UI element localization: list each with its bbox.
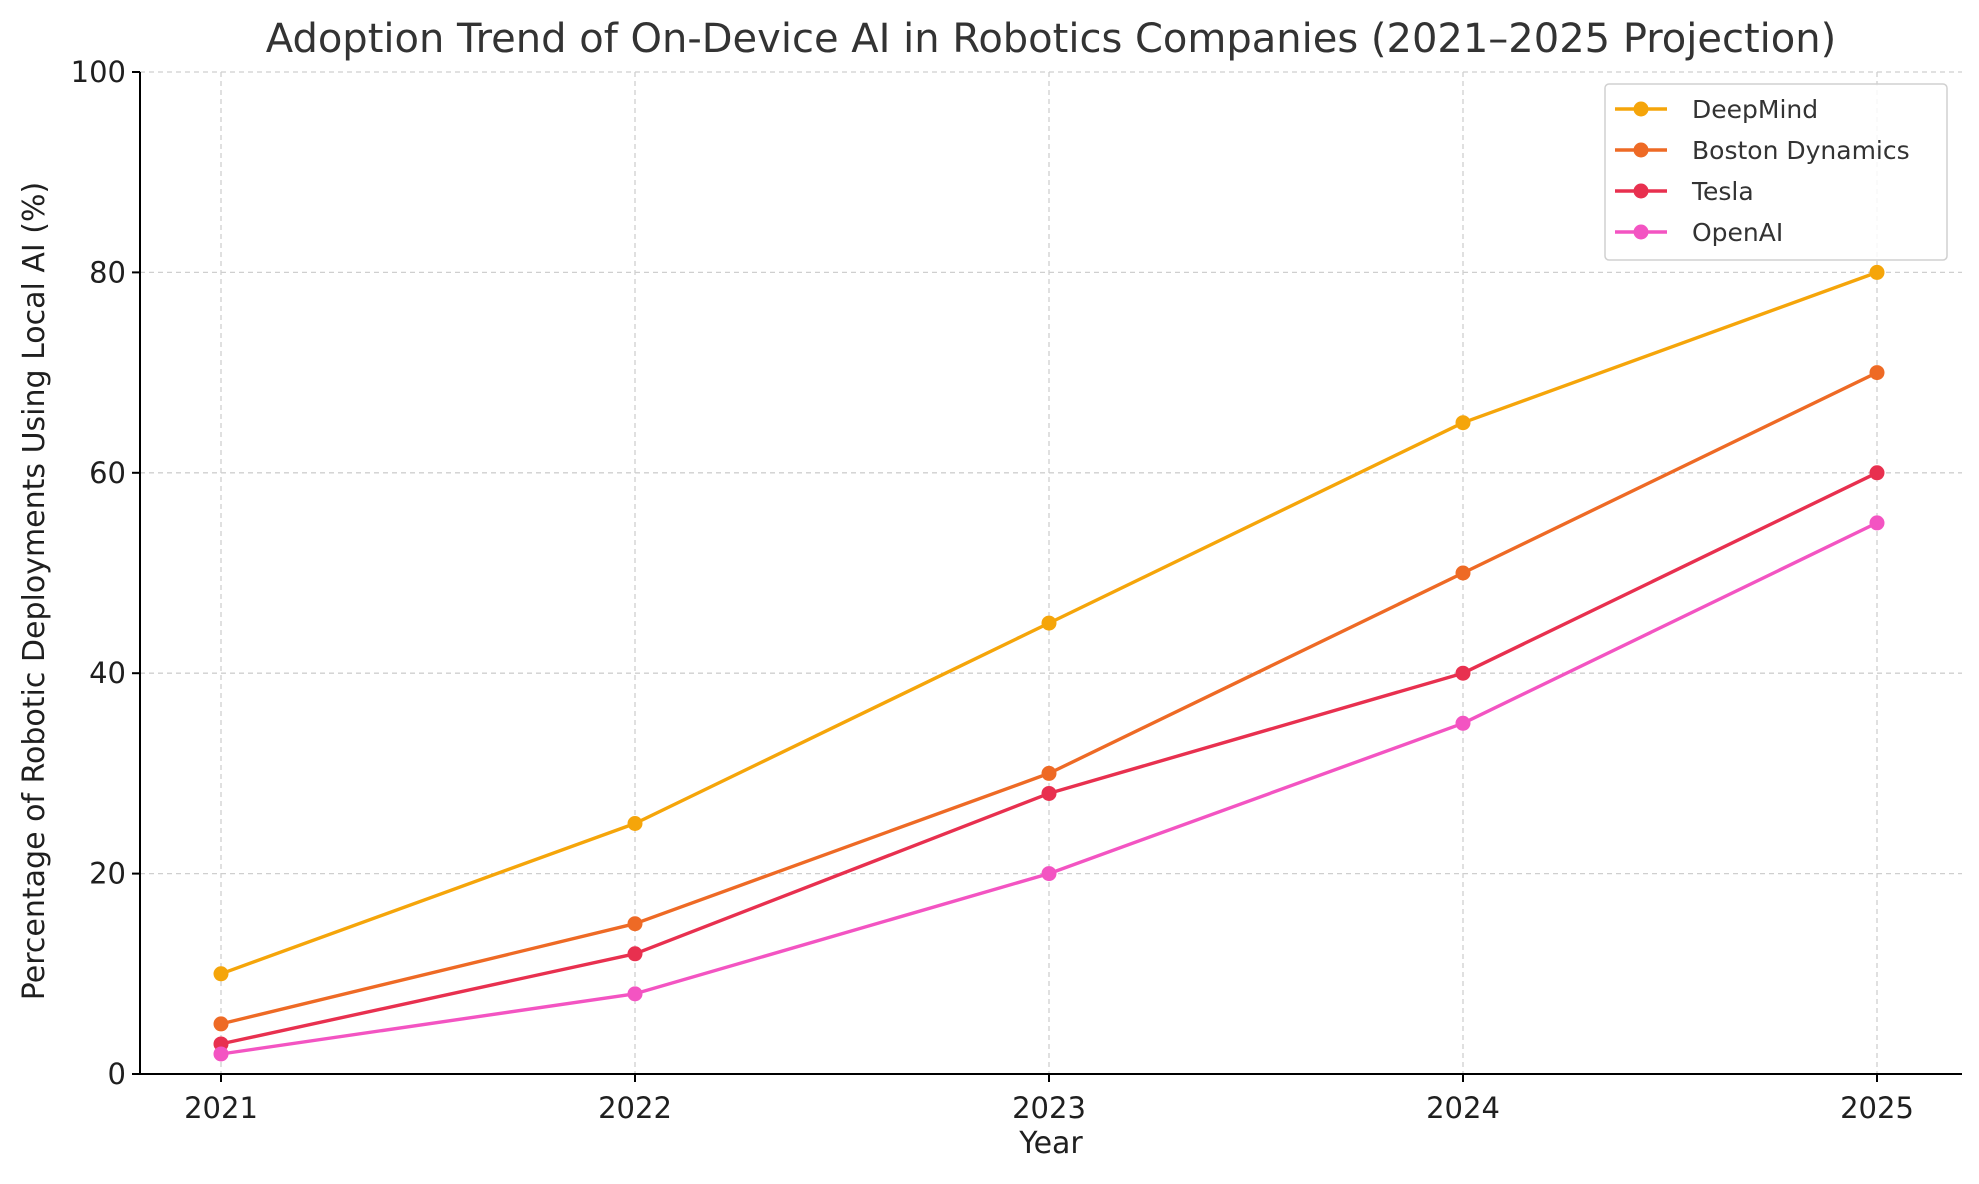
legend-label: DeepMind bbox=[1692, 95, 1818, 124]
legend-item-deepmind: DeepMind bbox=[1615, 95, 1818, 124]
series-group bbox=[213, 264, 1885, 1062]
legend-swatch-marker bbox=[1633, 142, 1649, 158]
y-tick-label: 40 bbox=[89, 656, 126, 690]
legend-label: Boston Dynamics bbox=[1692, 136, 1910, 165]
series-openai bbox=[213, 515, 1885, 1062]
x-tick-label: 2021 bbox=[184, 1091, 258, 1125]
x-tick-label: 2024 bbox=[1426, 1091, 1500, 1125]
series-deepmind bbox=[213, 264, 1885, 982]
legend-item-boston-dynamics: Boston Dynamics bbox=[1615, 136, 1910, 165]
y-tick-label: 80 bbox=[89, 255, 126, 289]
data-point-tesla bbox=[627, 946, 643, 962]
data-point-tesla bbox=[1455, 665, 1471, 681]
data-point-deepmind bbox=[213, 966, 229, 982]
y-tick-label: 0 bbox=[108, 1057, 126, 1091]
data-point-openai bbox=[627, 986, 643, 1002]
data-point-openai bbox=[1041, 866, 1057, 882]
axes: 2021 2022 2023 2024 2025 0 20 40 60 80 100 bbox=[71, 55, 1962, 1125]
legend-swatch-marker bbox=[1633, 183, 1649, 199]
legend-swatch-marker bbox=[1633, 224, 1649, 240]
y-axis-label: Percentage of Robotic Deployments Using … bbox=[17, 182, 52, 1000]
y-tick-label: 60 bbox=[89, 456, 126, 490]
data-point-openai bbox=[1869, 515, 1885, 531]
x-axis-label: Year bbox=[1018, 1126, 1083, 1161]
series-boston-dynamics bbox=[213, 365, 1885, 1032]
y-tick-label: 20 bbox=[89, 857, 126, 891]
legend-item-openai: OpenAI bbox=[1615, 218, 1783, 247]
series-tesla bbox=[213, 465, 1885, 1052]
data-point-deepmind bbox=[627, 816, 643, 831]
data-point-tesla bbox=[1041, 785, 1057, 801]
data-point-boston-dynamics bbox=[213, 1016, 229, 1032]
data-point-openai bbox=[1455, 715, 1471, 731]
data-point-openai bbox=[213, 1046, 229, 1062]
legend-label: OpenAI bbox=[1692, 218, 1783, 247]
data-point-boston-dynamics bbox=[1455, 565, 1471, 581]
legend-swatch-marker bbox=[1633, 101, 1649, 117]
data-point-deepmind bbox=[1041, 615, 1057, 631]
data-point-tesla bbox=[1869, 465, 1885, 481]
data-point-deepmind bbox=[1869, 264, 1885, 280]
legend-box bbox=[1604, 83, 1948, 261]
x-tick-label: 2022 bbox=[598, 1091, 672, 1125]
data-point-deepmind bbox=[1455, 415, 1471, 431]
data-point-boston-dynamics bbox=[1869, 365, 1885, 381]
x-tick-label: 2025 bbox=[1840, 1091, 1914, 1125]
data-point-boston-dynamics bbox=[1041, 765, 1057, 781]
y-tick-label: 100 bbox=[71, 55, 126, 89]
legend-label: Tesla bbox=[1691, 177, 1754, 206]
x-tick-label: 2023 bbox=[1012, 1091, 1086, 1125]
legend: DeepMind Boston Dynamics Tesla OpenAI bbox=[1604, 83, 1948, 261]
data-point-boston-dynamics bbox=[627, 916, 643, 932]
chart-title: Adoption Trend of On-Device AI in Roboti… bbox=[266, 16, 1836, 62]
legend-item-tesla: Tesla bbox=[1615, 177, 1754, 206]
